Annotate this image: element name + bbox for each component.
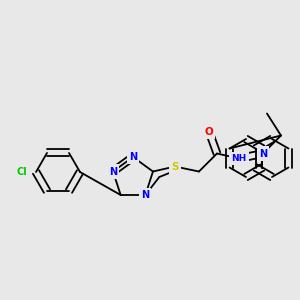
Text: N: N xyxy=(259,148,267,158)
Text: NH: NH xyxy=(231,154,247,163)
Text: N: N xyxy=(141,190,149,200)
Text: Cl: Cl xyxy=(16,167,27,177)
Text: N: N xyxy=(129,152,137,162)
Text: O: O xyxy=(205,127,213,136)
Text: N: N xyxy=(109,167,117,176)
Text: S: S xyxy=(171,161,179,172)
